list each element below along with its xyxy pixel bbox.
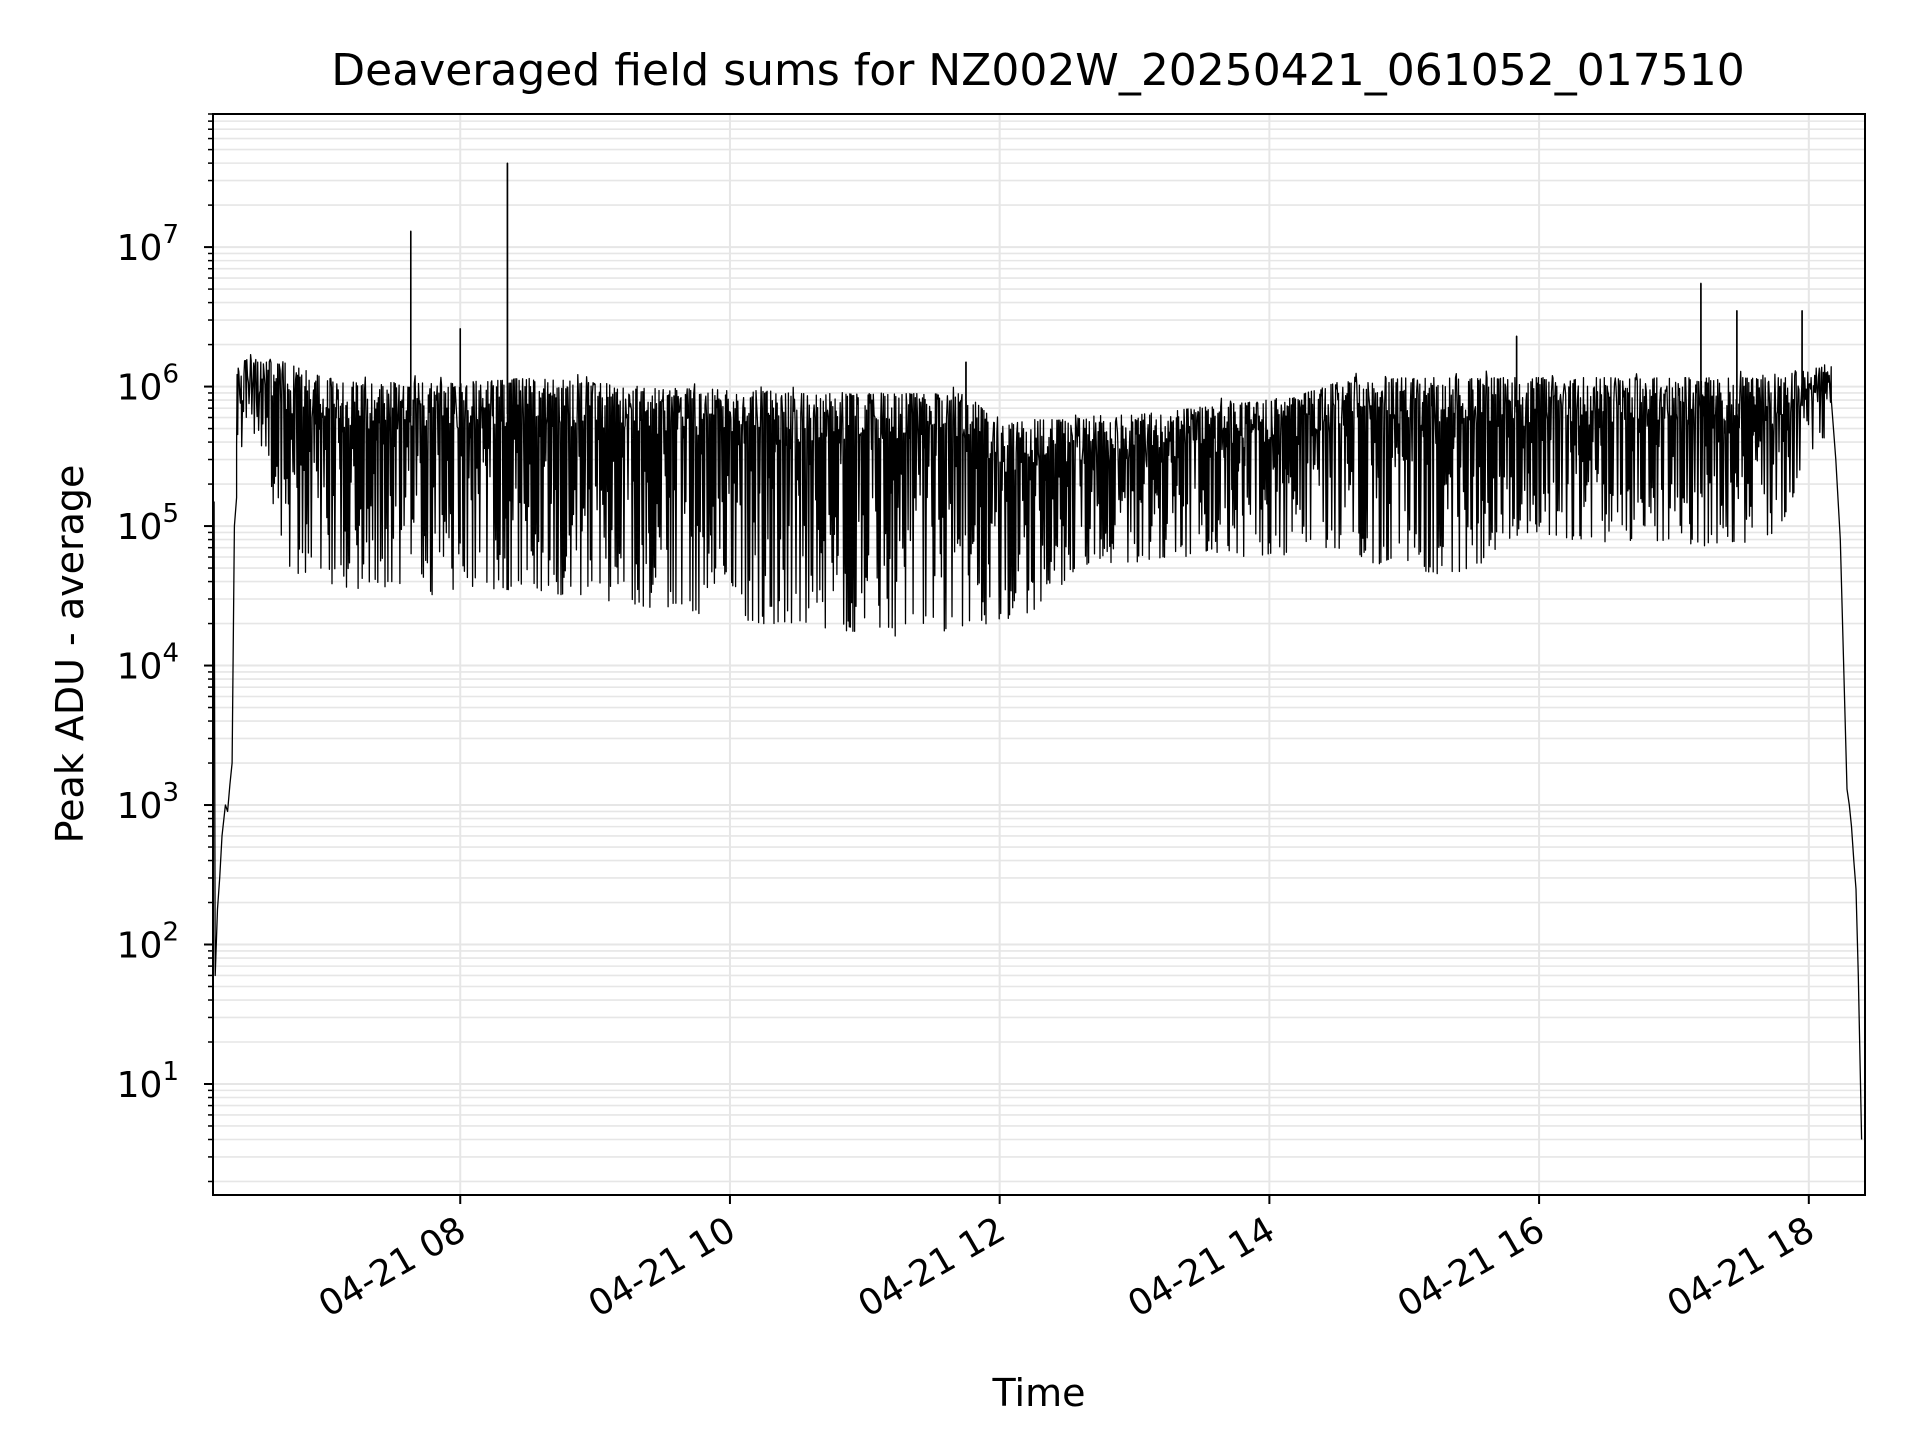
plot-area (213, 162, 1863, 1140)
x-axis-label: Time (992, 1371, 1086, 1415)
y-axis-label: Peak ADU - average (48, 465, 92, 844)
y-tick-label: 104 (117, 639, 179, 688)
grid (213, 113, 1865, 1195)
axes-frame (212, 113, 1866, 1196)
y-tick-label: 106 (117, 360, 179, 409)
y-tick-label: 103 (117, 778, 179, 827)
series-line (213, 162, 1863, 1140)
chart-title: Deaveraged field sums for NZ002W_2025042… (331, 45, 1744, 96)
y-tick-label: 101 (117, 1057, 179, 1106)
y-tick-label: 102 (117, 918, 179, 967)
y-tick-label: 107 (117, 220, 179, 269)
y-tick-label: 105 (117, 499, 179, 548)
